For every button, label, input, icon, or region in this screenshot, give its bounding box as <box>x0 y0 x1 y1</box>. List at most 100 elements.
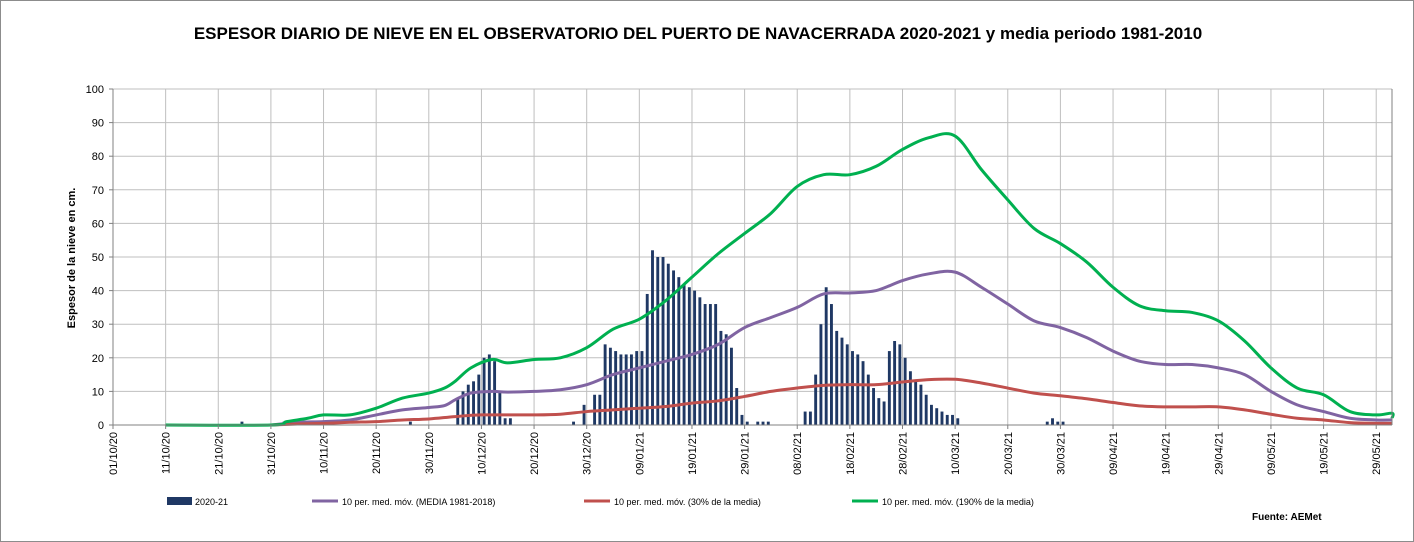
bar-42 <box>729 347 733 425</box>
moving-average-lines <box>165 132 1395 427</box>
x-tick-label-5: 20/11/20 <box>371 432 383 474</box>
bar-59 <box>856 354 860 425</box>
x-tick-label-8: 20/12/20 <box>529 432 541 475</box>
legend-label-bars: 2020-21 <box>195 497 228 507</box>
bar-27 <box>651 250 654 425</box>
bar-0 <box>240 421 244 425</box>
bar-55 <box>835 330 839 425</box>
x-tick-label-22: 09/05/21 <box>1266 432 1278 475</box>
y-tick-label-4: 40 <box>92 286 104 298</box>
legend-label-media: 10 per. med. móv. (MEDIA 1981-2018) <box>342 497 495 507</box>
x-tick-label-13: 08/02/21 <box>792 432 804 475</box>
bar-15 <box>582 404 586 425</box>
bar-23 <box>629 354 633 425</box>
bar-69 <box>908 371 912 425</box>
bar-14 <box>572 421 575 425</box>
bar-76 <box>945 414 949 425</box>
bar-58 <box>851 351 854 425</box>
x-tick-label-12: 29/01/21 <box>740 432 752 475</box>
bar-43 <box>735 388 739 425</box>
y-tick-label-2: 20 <box>92 353 104 365</box>
bar-19 <box>608 347 612 425</box>
x-tick-label-14: 18/02/21 <box>845 432 857 475</box>
bar-13 <box>508 418 512 425</box>
y-tick-label-10: 100 <box>86 84 104 96</box>
y-tick-label-3: 30 <box>92 319 104 331</box>
bar-4 <box>461 391 465 425</box>
series-line-1 <box>270 377 1393 427</box>
x-tick-label-19: 09/04/21 <box>1108 432 1120 475</box>
x-tick-label-6: 30/11/20 <box>424 432 436 474</box>
bar-61 <box>866 374 870 425</box>
x-tick-label-3: 31/10/20 <box>266 432 278 475</box>
bar-5 <box>466 384 470 425</box>
bar-80 <box>1051 418 1054 425</box>
bar-40 <box>719 330 723 425</box>
bar-6 <box>472 381 475 425</box>
bar-79 <box>1045 421 1049 425</box>
bar-82 <box>1061 421 1065 425</box>
x-tick-label-21: 29/04/21 <box>1213 432 1225 475</box>
bar-81 <box>1056 421 1060 425</box>
y-tick-label-9: 90 <box>92 118 104 130</box>
bar-73 <box>930 404 933 425</box>
bar-74 <box>935 408 939 425</box>
y-tick-label-7: 70 <box>92 185 104 197</box>
bar-65 <box>887 351 891 425</box>
x-tick-label-10: 09/01/21 <box>634 432 646 475</box>
bar-31 <box>672 270 675 425</box>
bar-52 <box>819 324 823 425</box>
legend-label-p190: 10 per. med. móv. (190% de la media) <box>882 497 1034 507</box>
bar-41 <box>724 334 728 425</box>
bar-49 <box>803 411 807 425</box>
bar-46 <box>756 421 760 425</box>
y-tick-label-5: 50 <box>92 252 104 264</box>
y-tick-label-1: 10 <box>92 386 104 398</box>
bar-35 <box>693 290 697 425</box>
bar-22 <box>624 354 628 425</box>
bar-63 <box>877 398 881 425</box>
bar-51 <box>814 374 818 425</box>
bar-12 <box>503 418 507 425</box>
bar-62 <box>872 388 876 425</box>
bar-20 <box>614 351 618 425</box>
bar-44 <box>740 414 744 425</box>
y-tick-label-0: 0 <box>98 420 104 432</box>
grid <box>112 88 1392 426</box>
y-tick-label-8: 80 <box>92 151 104 163</box>
bar-26 <box>645 293 649 425</box>
bars-2020-21 <box>240 250 1065 425</box>
bar-67 <box>898 344 902 425</box>
bar-36 <box>698 297 702 425</box>
bar-38 <box>708 304 712 425</box>
bar-70 <box>914 381 918 425</box>
bar-53 <box>824 287 828 425</box>
x-tick-label-9: 30/12/20 <box>582 432 594 475</box>
bar-3 <box>456 398 460 425</box>
bar-60 <box>861 361 865 425</box>
bar-45 <box>745 421 749 425</box>
bar-54 <box>830 304 833 425</box>
legend: 2020-21 10 per. med. móv. (MEDIA 1981-20… <box>167 497 1034 507</box>
x-tick-label-7: 10/12/20 <box>476 432 488 475</box>
chart-title: ESPESOR DIARIO DE NIEVE EN EL OBSERVATOR… <box>194 24 1202 43</box>
bar-64 <box>882 401 886 425</box>
bar-75 <box>940 411 944 425</box>
bar-68 <box>903 357 907 425</box>
bar-32 <box>677 277 681 425</box>
x-tick-label-4: 10/11/20 <box>319 432 331 474</box>
bar-10 <box>493 361 497 425</box>
bar-25 <box>640 351 644 425</box>
bar-72 <box>924 394 928 425</box>
bar-78 <box>956 418 960 425</box>
y-tick-label-6: 60 <box>92 218 104 230</box>
bar-30 <box>666 263 670 425</box>
bar-21 <box>619 354 623 425</box>
legend-swatch-bars <box>167 497 192 505</box>
bar-39 <box>714 304 718 425</box>
bar-56 <box>840 337 844 425</box>
x-tick-label-2: 21/10/20 <box>213 432 225 475</box>
x-tick-label-11: 19/01/21 <box>687 432 699 475</box>
bar-11 <box>498 391 502 425</box>
